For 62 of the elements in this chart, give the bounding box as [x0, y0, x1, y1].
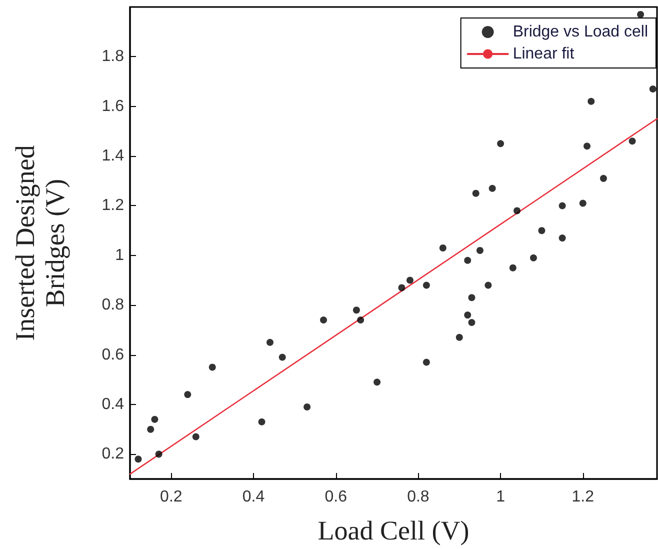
point [649, 85, 656, 92]
point [464, 312, 472, 319]
point [406, 276, 414, 284]
point [468, 294, 476, 302]
y-tick-label: 1.2 [102, 197, 124, 214]
point [600, 174, 607, 182]
x-tick-label: 0.4 [242, 488, 265, 506]
point [151, 416, 158, 423]
y-tick-label: 0.8 [102, 296, 124, 314]
point [258, 418, 266, 426]
x-tick-label: 1.2 [572, 488, 594, 506]
point [320, 316, 328, 324]
point [476, 246, 484, 254]
y-tick-label: 0.2 [102, 446, 124, 463]
point [488, 184, 496, 192]
point [497, 140, 504, 148]
point [278, 354, 286, 361]
y-tick-label: 1 [115, 246, 124, 264]
point [374, 378, 381, 386]
point [530, 254, 537, 262]
point [472, 190, 480, 197]
point [637, 10, 644, 18]
y-axis-title: Inserted Designed Bridges (V) [10, 144, 70, 341]
point [184, 391, 192, 398]
point [538, 227, 546, 234]
point [558, 234, 566, 242]
point [558, 202, 566, 210]
point [352, 306, 360, 314]
point [509, 264, 516, 272]
point [266, 338, 274, 346]
point [398, 284, 406, 292]
point [464, 256, 472, 264]
point [155, 450, 162, 458]
point [584, 142, 591, 150]
point [579, 200, 586, 207]
point [304, 403, 311, 410]
point [484, 282, 492, 289]
x-tick-label: 0.2 [160, 488, 182, 506]
x-axis-title: Load Cell (V) [318, 516, 470, 546]
y-tick-label: 0.6 [102, 346, 124, 364]
point [422, 282, 430, 289]
y-tick-label: 0.4 [102, 396, 124, 413]
point [456, 334, 463, 341]
point [468, 318, 476, 326]
point [147, 426, 154, 433]
point [628, 138, 636, 145]
point [208, 364, 216, 371]
point [134, 456, 142, 463]
point [422, 358, 430, 366]
y-tick-label: 1.8 [102, 48, 124, 66]
x-tick-label: 0.6 [324, 488, 348, 506]
point [192, 433, 200, 440]
point [357, 316, 364, 324]
point [439, 244, 446, 252]
x-tick-label: 0.8 [407, 488, 430, 506]
point [588, 98, 595, 105]
legend-label: Linear fit [512, 46, 575, 62]
point [514, 207, 521, 214]
x-tick-label: 1 [496, 488, 506, 506]
y-tick-label: 1.6 [102, 98, 124, 115]
y-tick-label: 1.4 [102, 148, 124, 165]
legend-label: Bridge vs Load cell [512, 24, 648, 40]
